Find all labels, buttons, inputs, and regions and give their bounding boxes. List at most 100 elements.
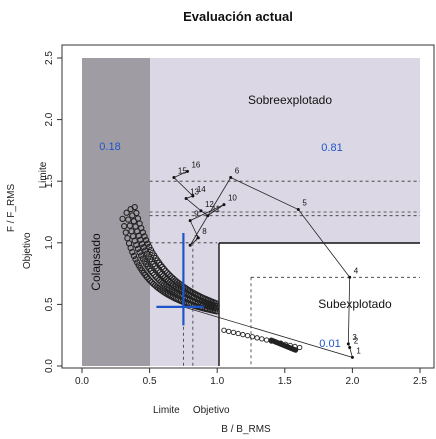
cloud-point-178: [146, 243, 153, 251]
x-axis: 0.0 0.5 1.0 1.5 2.0 2.5: [75, 368, 427, 387]
trajectory-label-1: 1: [356, 346, 361, 355]
cloud-point-60: [125, 216, 132, 223]
prob-sobreexplotado: 0.81: [321, 142, 342, 154]
region-label-sobreexplotado: Sobreexplotado: [248, 93, 332, 107]
region-subexplotado: [219, 243, 420, 366]
trajectory-label-6: 6: [235, 167, 240, 176]
x-tick-label-1: 0.5: [143, 376, 157, 387]
trajectory-point-15: [172, 176, 176, 180]
current-status-cross: [156, 232, 204, 326]
cloud-point-227: [254, 335, 260, 341]
cloud-point-228: [259, 336, 265, 342]
trajectory-point-1: [350, 355, 354, 359]
cloud-point-176: [142, 236, 150, 244]
prob-subexplotado: 0.01: [319, 338, 340, 350]
trajectory-point-14: [191, 194, 195, 198]
cloud-point-65: [133, 241, 140, 249]
cloud-point-221: [226, 328, 232, 334]
trajectory-label-8: 8: [202, 227, 207, 236]
cloud-point-77: [152, 273, 159, 280]
cloud-point-0: [119, 215, 126, 222]
trajectory-point-10: [222, 203, 226, 207]
x-tick-label-0: 0.0: [75, 376, 89, 387]
y-axis: 0.0 0.5 1.0 1.5 2.0 2.5: [44, 51, 62, 373]
cloud-point-67: [136, 249, 143, 256]
trajectory-label-15: 15: [178, 167, 187, 176]
trajectory-point-7: [188, 243, 192, 247]
cloud-point-66: [134, 245, 142, 252]
cloud-point-7: [130, 252, 138, 260]
trajectory-label-12: 12: [205, 200, 214, 209]
x-tick-label-2: 1.0: [210, 376, 224, 387]
cloud-point-59: [123, 209, 130, 216]
cloud-point-8: [132, 256, 139, 263]
trajectory-label-16: 16: [191, 160, 200, 169]
uncertainty-cloud: [119, 203, 303, 353]
trajectory-label-10: 10: [228, 194, 237, 203]
cloud-point-223: [235, 330, 241, 337]
chart-title: Evaluación actual: [183, 9, 293, 24]
trajectory-point-2: [348, 346, 352, 350]
cloud-point-134: [158, 270, 165, 278]
y-ref-label-1: Objetivo: [22, 232, 33, 269]
trajectory-point-6: [229, 176, 233, 180]
cloud-point-222: [230, 329, 237, 336]
trajectory-point-13: [184, 196, 188, 200]
x-ref-label-1: Objetivo: [193, 405, 230, 416]
trajectory-label-11: 11: [212, 205, 221, 214]
cloud-point-188: [162, 267, 169, 274]
cloud-point-68: [138, 252, 145, 259]
cloud-point-78: [154, 275, 161, 282]
cloud-point-61: [126, 222, 134, 229]
prob-colapsado: 0.18: [99, 141, 120, 153]
cloud-point-76: [151, 271, 158, 279]
cloud-point-175: [141, 233, 148, 240]
trajectory-label-4: 4: [354, 266, 359, 275]
trajectory-label-3: 3: [352, 333, 357, 342]
cloud-point-187: [160, 265, 168, 273]
cloud-point-170: [133, 209, 140, 217]
trajectory-label-5: 5: [302, 199, 307, 208]
x-tick-label-5: 2.5: [413, 376, 427, 387]
cloud-point-6: [129, 248, 136, 256]
trajectory-point-9: [188, 219, 192, 223]
y-tick-label-1: 0.5: [44, 297, 55, 311]
cloud-point-174: [139, 229, 146, 236]
cloud-point-220: [221, 327, 227, 333]
y-tick-label-2: 1.0: [44, 235, 55, 249]
cloud-point-219: [212, 299, 219, 307]
y-tick-label-4: 2.0: [44, 112, 55, 126]
cloud-point-169: [131, 203, 138, 211]
y-tick-label-3: 1.5: [44, 174, 55, 188]
cloud-point-2: [122, 229, 129, 236]
y-reference-labels: Limite Objetivo: [22, 161, 49, 269]
y-tick-label-0: 0.0: [44, 359, 55, 373]
plot-frame: [61, 44, 435, 369]
cloud-point-226: [249, 334, 256, 340]
trajectory-label-13: 13: [190, 187, 199, 196]
trajectory-point-4: [348, 275, 352, 279]
region-label-colapsado: Colapsado: [89, 233, 103, 291]
cloud-point-189: [164, 269, 171, 276]
x-tick-label-4: 2.0: [345, 376, 359, 387]
x-tick-label-3: 1.5: [278, 376, 292, 387]
cloud-point-135: [159, 272, 167, 280]
cloud-point-15: [143, 273, 151, 281]
x-ref-label-0: Limite: [153, 405, 180, 416]
trajectory-label-2: 2: [354, 337, 359, 346]
cloud-point-177: [144, 240, 151, 247]
trajectory-point-11: [206, 214, 210, 218]
cloud-point-224: [240, 331, 246, 338]
trajectory-label-14: 14: [197, 185, 206, 194]
cloud-point-17: [146, 277, 154, 284]
trajectory-point-8: [196, 236, 200, 240]
trajectory-point-5: [296, 208, 300, 212]
y-tick-label-5: 2.5: [44, 51, 55, 65]
cloud-point-236: [297, 344, 303, 351]
trajectory-label-9: 9: [194, 210, 199, 219]
cloud-point-225: [244, 333, 251, 339]
trajectory-label-7: 7: [194, 234, 199, 243]
y-ref-label-0: Limite: [38, 161, 49, 188]
x-reference-labels: Limite Objetivo: [153, 405, 230, 416]
